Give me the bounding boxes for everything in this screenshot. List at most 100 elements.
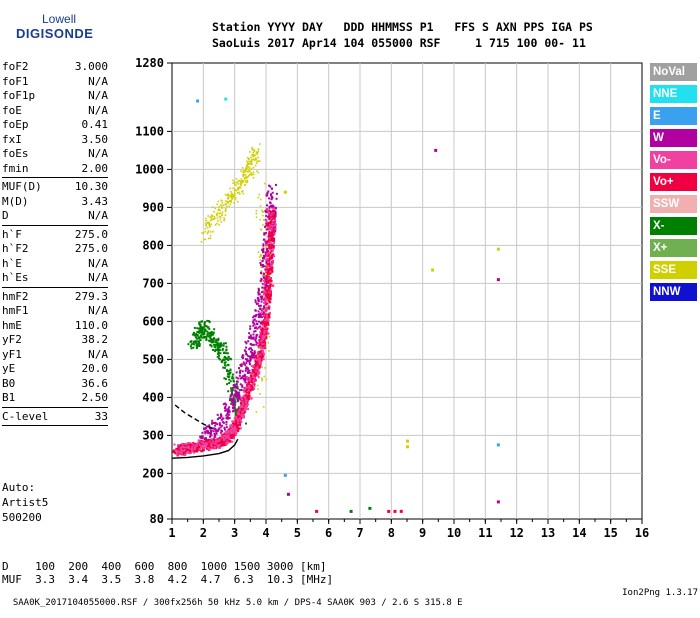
echo-point-vo-plus bbox=[233, 423, 236, 427]
echo-point-w bbox=[260, 278, 263, 281]
echo-point-w bbox=[235, 391, 238, 394]
echo-point-w bbox=[231, 406, 234, 409]
param-name: h`Es bbox=[2, 271, 29, 284]
echo-point-vo-plus bbox=[266, 270, 270, 274]
echo-point-w bbox=[204, 427, 207, 430]
echo-point-vo-plus bbox=[245, 390, 248, 393]
echo-point-vo-minus bbox=[256, 365, 259, 368]
echo-point-x-minus bbox=[207, 339, 210, 342]
echo-point-w bbox=[266, 247, 269, 250]
echo-point-sse bbox=[264, 367, 266, 369]
echo-point-vo-minus bbox=[217, 446, 220, 449]
echo-point-sse bbox=[248, 158, 250, 161]
echo-point-vo-minus bbox=[239, 406, 242, 409]
echo-point-x-minus bbox=[205, 335, 208, 338]
echo-point-sse bbox=[250, 159, 253, 162]
echo-point-sse bbox=[263, 375, 266, 378]
echo-point-vo-plus bbox=[252, 370, 255, 374]
echo-point-x-minus bbox=[217, 348, 220, 351]
echo-point-vo-plus bbox=[262, 327, 265, 330]
echo-point-sse bbox=[210, 214, 213, 216]
echo-point-w bbox=[251, 349, 254, 352]
echo-point-sse bbox=[233, 183, 236, 185]
echo-point-vo-minus bbox=[227, 430, 230, 433]
echo-point-x-minus bbox=[198, 322, 201, 325]
echo-point-w bbox=[257, 326, 260, 329]
echo-point-vo-plus bbox=[196, 445, 200, 449]
echo-point-vo-minus bbox=[195, 443, 198, 446]
echo-point-x-minus bbox=[223, 377, 226, 380]
echo-point-w bbox=[246, 372, 249, 375]
echo-point-sse bbox=[218, 223, 220, 226]
echo-point-vo-plus bbox=[238, 423, 242, 427]
echo-point-vo-plus bbox=[239, 416, 242, 419]
echo-point-vo-plus bbox=[228, 440, 232, 443]
echo-point-w bbox=[232, 402, 235, 405]
echo-point-sse bbox=[237, 187, 239, 190]
echo-point-vo-minus bbox=[265, 221, 268, 224]
echo-point-x-minus bbox=[198, 340, 201, 343]
echo-point-w bbox=[241, 384, 244, 387]
echo-point-sse bbox=[242, 173, 244, 176]
echo-point-vo-minus bbox=[244, 396, 247, 399]
echo-point-w bbox=[220, 415, 223, 418]
echo-point-w bbox=[220, 424, 223, 427]
echo-point-vo-minus bbox=[175, 453, 178, 456]
echo-point-x-minus bbox=[206, 330, 209, 333]
param-name: C-level bbox=[2, 409, 49, 423]
echo-point-w bbox=[264, 210, 267, 213]
echo-point-vo-minus bbox=[246, 393, 249, 396]
echo-point-w bbox=[208, 431, 211, 434]
param-name: hmE bbox=[2, 318, 22, 332]
echo-point-w bbox=[225, 423, 228, 426]
echo-point-w bbox=[239, 369, 242, 372]
echo-point-vo-minus bbox=[188, 452, 191, 455]
echo-point-w bbox=[211, 419, 214, 422]
echo-point-vo-minus bbox=[269, 270, 272, 273]
param-row-b0: B0 36.6 bbox=[2, 377, 108, 392]
echo-point-vo-plus bbox=[270, 246, 273, 250]
true-height-profile bbox=[171, 438, 239, 459]
echo-point-vo-plus bbox=[269, 215, 273, 219]
echo-point-sse bbox=[212, 230, 214, 233]
echo-point-vo-minus bbox=[185, 443, 188, 446]
echo-point-vo-plus bbox=[238, 421, 242, 424]
param-value: 33 bbox=[94, 409, 108, 423]
echo-point-sse bbox=[252, 153, 255, 156]
echo-point-x-minus bbox=[209, 334, 212, 337]
x-tick-label: 14 bbox=[572, 526, 586, 540]
echo-point-vo-minus bbox=[225, 436, 228, 439]
echo-point-w bbox=[263, 276, 266, 279]
echo-point-vo-plus bbox=[210, 439, 213, 443]
echo-point-vo-minus bbox=[259, 363, 262, 366]
echo-point-vo-plus bbox=[257, 350, 261, 354]
echo-point-x-minus bbox=[225, 345, 228, 348]
echo-point-w bbox=[205, 438, 208, 441]
echo-point-sse bbox=[226, 194, 228, 197]
echo-point-vo-minus bbox=[243, 415, 246, 418]
echo-point-vo-minus bbox=[225, 442, 228, 445]
echo-point-sse bbox=[257, 251, 260, 253]
echo-point-w bbox=[245, 342, 248, 345]
param-name: M(D) bbox=[2, 194, 29, 208]
echo-point-w bbox=[252, 352, 255, 355]
echo-point-w bbox=[254, 301, 257, 304]
x-tick-label: 15 bbox=[603, 526, 617, 540]
echo-point-vo-minus bbox=[263, 301, 266, 304]
echo-point-vo-minus bbox=[272, 247, 275, 250]
echo-point-vo-minus bbox=[257, 342, 260, 345]
echo-point-w bbox=[224, 402, 227, 405]
param-row-fof1: foF1 N/A bbox=[2, 75, 108, 90]
echo-point-sse bbox=[205, 223, 207, 226]
echo-point-x-minus bbox=[213, 337, 216, 340]
echo-point-vo-plus bbox=[200, 449, 203, 453]
echo-point-vo-plus bbox=[237, 414, 241, 418]
echo-point-w bbox=[233, 394, 236, 397]
echo-point-vo-plus bbox=[268, 285, 271, 288]
echo-point-sse bbox=[250, 168, 253, 170]
echo-point-w bbox=[228, 413, 231, 416]
echo-point-w bbox=[247, 370, 250, 373]
echo-point-x-minus bbox=[199, 323, 202, 326]
echo-point-sse bbox=[255, 212, 258, 215]
echo-point-w bbox=[228, 417, 231, 420]
